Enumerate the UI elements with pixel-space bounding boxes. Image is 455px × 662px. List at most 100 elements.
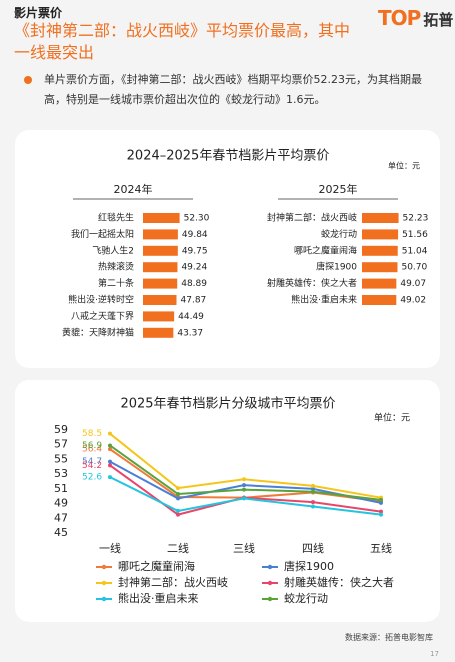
point xyxy=(176,492,180,497)
legend-dot xyxy=(101,564,107,570)
y-tick-label: 47 xyxy=(54,511,68,524)
legend-label: 唐探1900 xyxy=(284,559,334,573)
bar-label: 黄貔：天降财神猫 xyxy=(62,326,134,338)
bar-label: 飞驰人生2 xyxy=(92,244,134,256)
legend-dot xyxy=(101,596,107,602)
legend-dot xyxy=(267,564,273,570)
data-label: 54.2 xyxy=(82,461,102,471)
point xyxy=(108,459,112,464)
point xyxy=(311,504,315,509)
bar xyxy=(362,262,398,273)
value-label: 49.07 xyxy=(400,279,426,289)
value-label: 51.04 xyxy=(402,246,428,256)
point xyxy=(379,512,383,517)
legend-dot xyxy=(267,596,273,602)
page-number: 17 xyxy=(430,650,439,658)
y-tick-label: 55 xyxy=(54,452,68,465)
point xyxy=(242,487,246,492)
section-label: 影片票价 xyxy=(14,6,63,20)
bar xyxy=(143,278,178,289)
value-label: 49.75 xyxy=(182,246,208,256)
chart-title: 2025年春节档影片分级城市平均票价 xyxy=(120,396,335,412)
bar-label: 第二十条 xyxy=(98,277,134,289)
bar-label: 热辣滚烫 xyxy=(98,261,134,273)
value-label: 47.87 xyxy=(181,296,207,306)
group-label: 2025年 xyxy=(319,182,358,196)
point xyxy=(242,477,246,482)
point xyxy=(176,512,180,517)
card xyxy=(15,130,440,368)
bar-label: 封神第二部：战火西岐 xyxy=(267,212,357,224)
page-title: 《封神第二部：战火西岐》平均票价最高，其中一线最突出 xyxy=(14,21,351,62)
x-tick-label: 三线 xyxy=(233,541,255,555)
point xyxy=(311,489,315,494)
bar-label: 蛟龙行动 xyxy=(321,228,357,240)
point xyxy=(176,508,180,513)
y-tick-label: 59 xyxy=(54,423,68,436)
value-label: 52.30 xyxy=(184,214,210,224)
bar xyxy=(143,262,178,273)
value-label: 49.02 xyxy=(400,296,426,306)
bar-label: 红毯先生 xyxy=(98,212,134,224)
y-tick-label: 45 xyxy=(54,526,68,539)
value-label: 43.37 xyxy=(177,328,203,338)
data-label: 58.5 xyxy=(82,429,102,439)
point xyxy=(108,443,112,448)
legend-label: 蛟龙行动 xyxy=(284,591,328,605)
logo-name: 拓普 xyxy=(423,11,454,29)
point xyxy=(311,500,315,505)
point xyxy=(108,463,112,468)
value-label: 50.70 xyxy=(401,263,427,273)
bar xyxy=(143,327,174,338)
value-label: 52.23 xyxy=(403,214,429,224)
point xyxy=(311,483,315,488)
logo: TOP 拓普 xyxy=(378,6,453,30)
bar-label: 八戒之天蓬下界 xyxy=(71,310,134,322)
value-label: 51.56 xyxy=(402,230,428,240)
point xyxy=(379,509,383,514)
data-label: 52.6 xyxy=(82,473,102,483)
bar xyxy=(143,311,175,322)
bar xyxy=(362,245,398,256)
unit: 单位：元 xyxy=(388,161,420,171)
bar-label: 唐探1900 xyxy=(316,261,357,273)
legend-label: 封神第二部：战火西岐 xyxy=(118,575,228,589)
bar xyxy=(362,229,399,240)
point xyxy=(108,475,112,480)
bar-label: 哪吒之魔童闹海 xyxy=(294,244,357,256)
point xyxy=(242,496,246,501)
value-label: 44.49 xyxy=(178,312,204,322)
point xyxy=(379,497,383,502)
bar xyxy=(143,295,177,305)
bar-label: 熊出没·逆转时空 xyxy=(68,294,134,306)
bar xyxy=(362,278,397,289)
bar-label: 熊出没·重启未来 xyxy=(291,294,357,306)
x-tick-label: 二线 xyxy=(167,541,189,555)
legend-dot xyxy=(101,580,107,586)
x-tick-label: 一线 xyxy=(99,541,121,555)
bar xyxy=(143,245,178,256)
value-label: 49.24 xyxy=(181,263,207,273)
legend-label: 哪吒之魔童闹海 xyxy=(118,559,195,573)
y-tick-label: 53 xyxy=(54,467,68,480)
legend-label: 射雕英雄传：侠之大者 xyxy=(284,575,394,589)
source: 数据来源：拓普电影智库 xyxy=(345,633,433,642)
data-label: 54.7 xyxy=(82,457,102,467)
y-tick-label: 49 xyxy=(54,497,68,510)
value-label: 48.89 xyxy=(181,279,207,289)
x-tick-label: 五线 xyxy=(370,541,392,555)
point xyxy=(242,483,246,488)
legend-dot xyxy=(267,580,273,586)
point xyxy=(176,496,180,501)
point xyxy=(379,500,383,505)
data-label: 56.4 xyxy=(82,445,102,455)
bar xyxy=(143,229,178,240)
point xyxy=(108,447,112,452)
data-label: 56.9 xyxy=(82,441,102,451)
summary: 单片票价方面，《封神第二部：战火西岐》档期平均票价52.23元，为其档期最高，特… xyxy=(44,73,422,106)
value-label: 49.84 xyxy=(182,230,208,240)
bar xyxy=(362,295,397,305)
bar xyxy=(143,213,180,223)
point xyxy=(311,486,315,491)
group-label: 2024年 xyxy=(114,182,153,196)
